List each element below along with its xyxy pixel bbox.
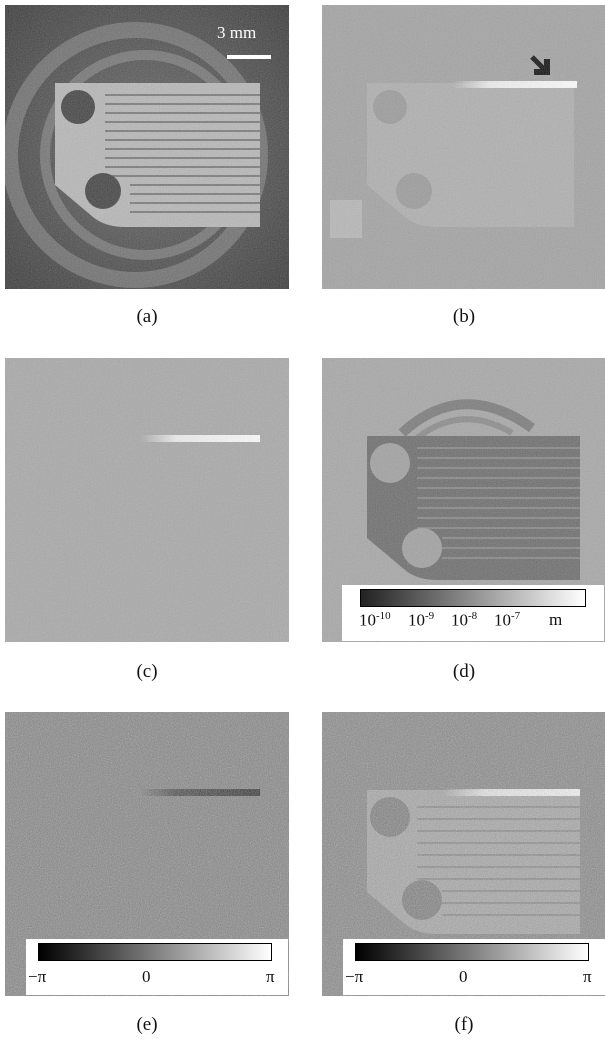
- colorbar-d-tick: 10-8: [451, 610, 478, 630]
- colorbar-f: −π 0 π: [343, 939, 605, 995]
- caption-f: (f): [454, 1014, 474, 1035]
- panel-e-image: −π 0 π: [5, 712, 289, 996]
- colorbar-d-tick: 10-7: [494, 610, 521, 630]
- caption-b: (b): [452, 306, 476, 327]
- colorbar-f-tick: −π: [345, 967, 364, 986]
- colorbar-f-gradient: [355, 943, 589, 961]
- colorbar-e-tick: π: [266, 967, 275, 986]
- colorbar-e-gradient: [38, 943, 272, 961]
- colorbar-d: 10-10 10-9 10-8 10-7 m: [342, 585, 604, 641]
- colorbar-d-tick: 10-10: [359, 610, 391, 630]
- caption-d: (d): [452, 661, 476, 682]
- colorbar-d-tick: 10-9: [408, 610, 435, 630]
- colorbar-e-tick: −π: [28, 967, 47, 986]
- panel-d-image: 10-10 10-9 10-8 10-7 m: [322, 358, 605, 642]
- colorbar-e-tick: 0: [142, 967, 151, 986]
- caption-e: (e): [136, 1014, 158, 1035]
- colorbar-d-gradient: [360, 589, 586, 607]
- colorbar-f-tick: π: [583, 967, 592, 986]
- colorbar-d-unit: m: [549, 610, 563, 629]
- caption-a: (a): [136, 306, 158, 327]
- panel-f-image: −π 0 π: [322, 712, 605, 996]
- panel-c-image: [5, 358, 289, 642]
- panel-b-image: [322, 5, 605, 289]
- colorbar-e: −π 0 π: [26, 939, 288, 995]
- caption-c: (c): [136, 661, 158, 682]
- scalebar-label: 3 mm: [217, 23, 257, 42]
- scalebar-line: [227, 55, 271, 59]
- colorbar-f-tick: 0: [459, 967, 468, 986]
- panel-a-image: 3 mm: [5, 5, 289, 289]
